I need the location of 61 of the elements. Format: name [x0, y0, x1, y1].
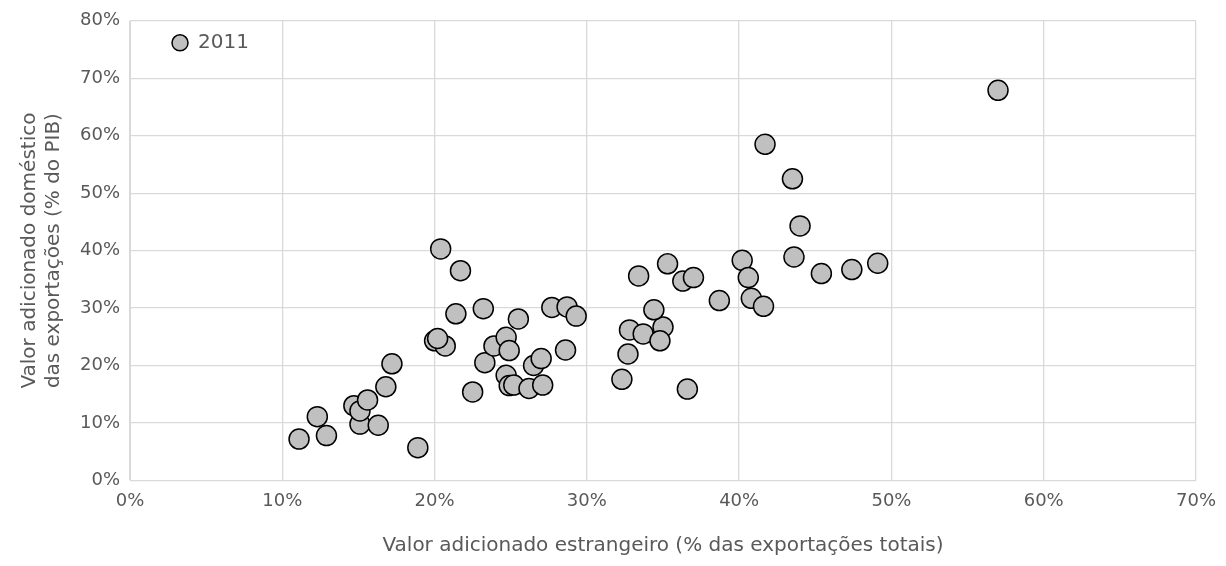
point	[445, 303, 467, 325]
y-tick-label: 0%	[91, 468, 121, 490]
point	[866, 252, 889, 274]
point	[783, 246, 805, 268]
x-tick-label: 0%	[115, 488, 145, 510]
point	[627, 265, 650, 287]
y-tick-label: 10%	[79, 410, 121, 432]
point	[632, 323, 654, 345]
point	[288, 428, 310, 450]
y-axis-title: Valor adicionado doméstico das exportações (% do PIB)	[16, 112, 65, 389]
x-tick-label: 50%	[871, 488, 912, 510]
point	[643, 299, 665, 321]
x-tick-label: 60%	[1023, 488, 1064, 510]
x-tick-label: 30%	[566, 488, 607, 510]
point	[449, 259, 472, 282]
point	[407, 436, 429, 459]
point	[611, 368, 633, 391]
point	[649, 330, 671, 352]
point	[498, 339, 520, 362]
point	[617, 343, 639, 365]
point	[356, 389, 379, 411]
x-axis-title: Valor adicionado estrangeiro (% das exportações totais)	[382, 532, 944, 557]
point	[841, 258, 863, 281]
x-tick-label: 20%	[414, 488, 455, 510]
point	[461, 381, 484, 403]
point	[731, 249, 753, 272]
point	[789, 215, 811, 237]
point	[429, 238, 452, 260]
point	[554, 339, 577, 361]
point	[708, 289, 731, 312]
point	[987, 79, 1009, 102]
point	[682, 266, 705, 289]
point	[507, 308, 530, 330]
point	[737, 266, 760, 289]
point	[676, 378, 699, 400]
y-tick-label: 30%	[79, 295, 121, 317]
legend-label: 2011	[198, 29, 249, 53]
point	[472, 297, 495, 320]
point	[375, 376, 397, 398]
y-tick-label: 80%	[79, 8, 121, 30]
point	[656, 253, 679, 275]
x-tick-label: 10%	[262, 488, 303, 510]
point	[752, 295, 775, 318]
y-tick-label: 40%	[79, 238, 121, 260]
y-tick-label: 20%	[79, 353, 121, 375]
point	[565, 305, 587, 327]
point	[754, 133, 776, 156]
point	[810, 262, 833, 285]
point	[315, 424, 338, 447]
point	[474, 351, 496, 374]
x-tick-label: 40%	[719, 488, 760, 510]
y-tick-label: 50%	[79, 180, 121, 202]
point	[367, 414, 389, 436]
point	[531, 374, 554, 396]
point	[530, 347, 552, 370]
y-tick-label: 60%	[79, 123, 121, 145]
point	[781, 168, 804, 190]
point	[306, 405, 329, 428]
x-tick-label: 70%	[1175, 488, 1216, 510]
y-tick-label: 70%	[79, 65, 121, 87]
point	[381, 353, 403, 375]
